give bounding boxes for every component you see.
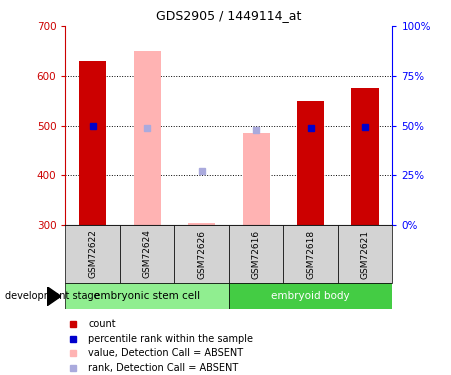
Text: count: count — [88, 319, 116, 329]
Text: GSM72616: GSM72616 — [252, 230, 261, 279]
Bar — [243, 133, 270, 225]
Bar — [188, 222, 215, 225]
Bar — [229, 283, 392, 309]
Text: GSM72622: GSM72622 — [88, 230, 97, 279]
Text: rank, Detection Call = ABSENT: rank, Detection Call = ABSENT — [88, 363, 239, 373]
Bar — [65, 225, 120, 283]
Bar — [351, 88, 379, 225]
Text: embryonic stem cell: embryonic stem cell — [94, 291, 200, 301]
Text: percentile rank within the sample: percentile rank within the sample — [88, 334, 253, 344]
Text: GSM72621: GSM72621 — [361, 230, 370, 279]
Bar — [175, 225, 229, 283]
Text: GSM72624: GSM72624 — [143, 230, 152, 279]
Text: development stage: development stage — [5, 291, 99, 301]
Bar — [338, 225, 392, 283]
Polygon shape — [47, 287, 61, 306]
Bar — [133, 51, 161, 225]
Bar — [229, 225, 283, 283]
Bar — [297, 101, 324, 225]
Text: GSM72626: GSM72626 — [197, 230, 206, 279]
Text: GSM72618: GSM72618 — [306, 230, 315, 279]
Text: value, Detection Call = ABSENT: value, Detection Call = ABSENT — [88, 348, 244, 358]
Text: embryoid body: embryoid body — [272, 291, 350, 301]
Bar — [283, 225, 338, 283]
Bar — [65, 283, 229, 309]
Bar — [120, 225, 175, 283]
Bar — [79, 61, 106, 225]
Title: GDS2905 / 1449114_at: GDS2905 / 1449114_at — [156, 9, 302, 22]
